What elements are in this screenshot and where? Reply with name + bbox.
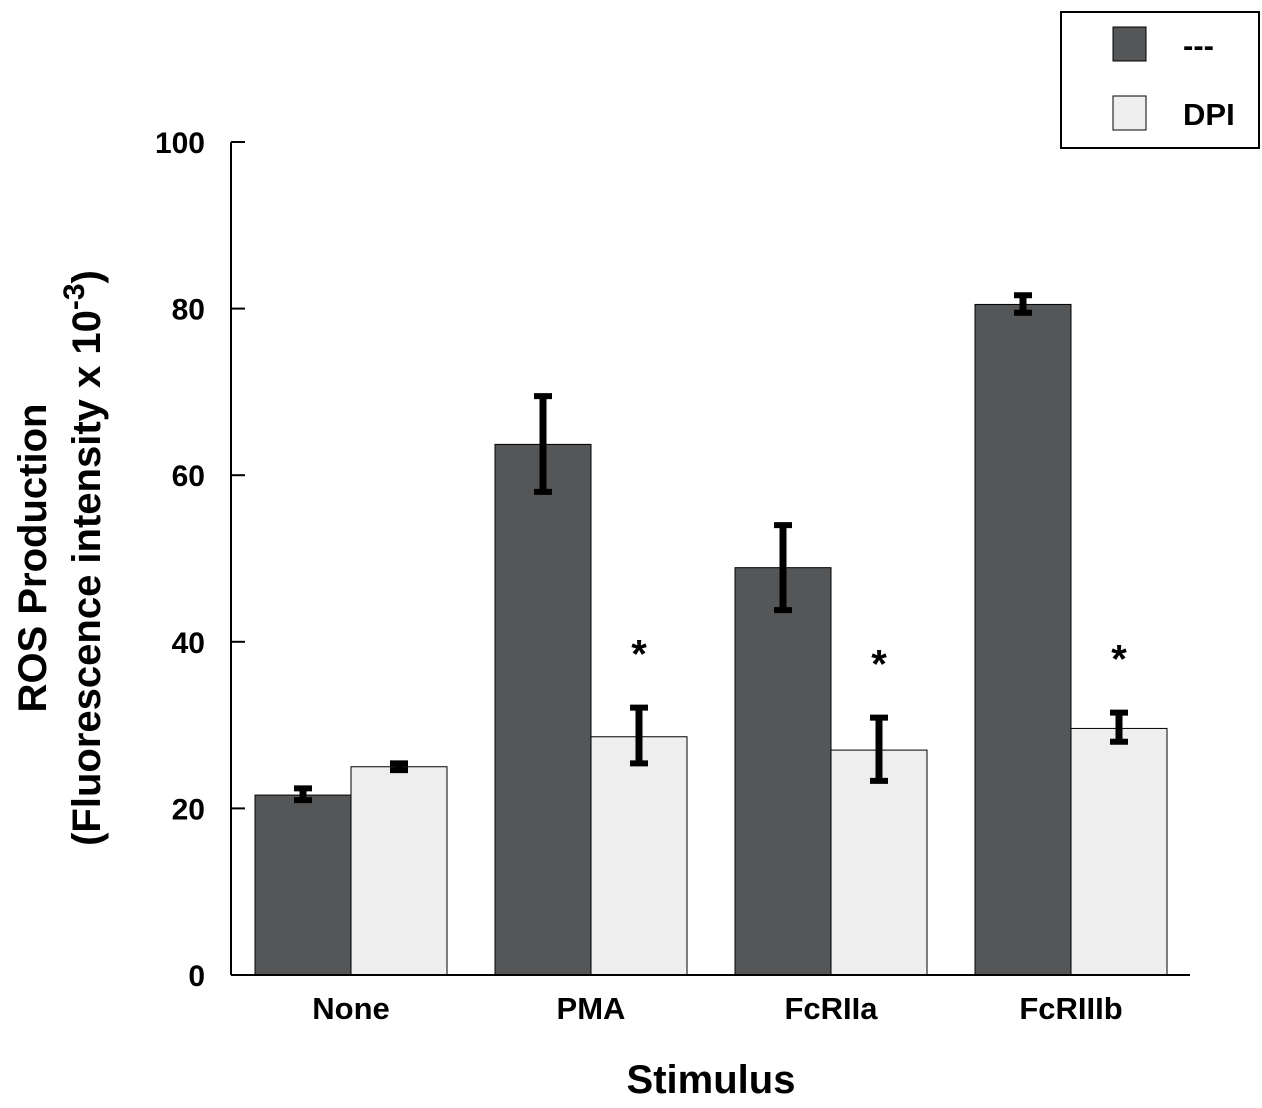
bar-none-series-2 [350, 766, 448, 976]
error-bar-fcriiib-series-1 [1014, 292, 1032, 316]
bar-fcriia-series-1 [734, 567, 832, 976]
error-bar-none-series-1 [294, 785, 312, 804]
error-bar-fcriia-series-2 [870, 714, 888, 784]
significance-star: * [1111, 638, 1127, 682]
error-bar-fcriiib-series-2 [1110, 709, 1128, 745]
y-tick-label: 100 [155, 127, 205, 160]
y-tick-label: 0 [188, 960, 205, 993]
legend: --- DPI [1060, 11, 1260, 149]
significance-annotations: * * * [631, 633, 1127, 687]
x-category-label: FcRIIIb [1019, 991, 1122, 1026]
y-axis-title-line2: (Fluorescence intensity x 10-3) [58, 270, 110, 846]
error-bar-pma-series-2 [630, 704, 648, 767]
x-axis-title: Stimulus [627, 1058, 796, 1102]
legend-label-series-2: DPI [1183, 97, 1235, 132]
x-category-label: FcRIIa [784, 991, 878, 1026]
y-tick-label: 80 [172, 294, 205, 327]
bar-pma-series-1 [494, 443, 592, 976]
bar-fcriiib-series-2 [1070, 727, 1168, 976]
legend-label-series-1: --- [1183, 28, 1214, 63]
error-bar-none-series-2 [390, 760, 408, 774]
legend-box [1060, 11, 1260, 149]
y-axis-title: ROS Production (Fluorescence intensity x… [11, 270, 109, 846]
y-ticks: 0 20 40 60 80 100 [155, 127, 245, 993]
y-tick-label: 60 [172, 460, 205, 493]
significance-star: * [871, 643, 887, 687]
legend-swatch-series-1 [1112, 26, 1147, 62]
y-tick-label: 40 [172, 627, 205, 660]
error-bar-fcriia-series-1 [774, 522, 792, 614]
bar-pma-series-2 [590, 736, 688, 976]
y-axis-title-line1: ROS Production [11, 404, 55, 713]
bars-layer [254, 303, 1168, 976]
y-axis-title-prefix: (Fluorescence intensity x 10 [65, 310, 109, 846]
error-bar-pma-series-1 [534, 393, 552, 495]
significance-star: * [631, 633, 647, 677]
x-category-label: PMA [557, 991, 626, 1026]
x-category-label: None [312, 991, 390, 1026]
error-bars-layer [294, 292, 1128, 804]
legend-swatch-series-2 [1112, 95, 1147, 131]
y-tick-label: 20 [172, 793, 205, 826]
y-axis-title-suffix: ) [65, 270, 109, 283]
bar-fcriia-series-2 [830, 749, 928, 976]
bar-none-series-1 [254, 794, 352, 976]
x-category-labels: None PMA FcRIIa FcRIIIb [312, 991, 1122, 1026]
y-axis-title-exponent: -3 [58, 283, 91, 310]
bar-fcriiib-series-1 [974, 303, 1072, 976]
